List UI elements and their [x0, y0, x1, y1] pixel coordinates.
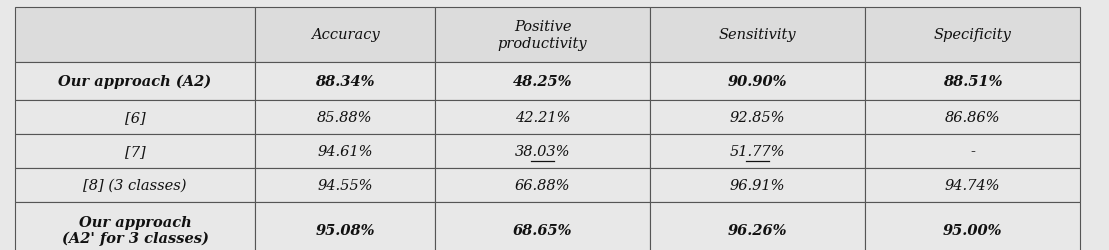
Bar	[865, 8, 1080, 63]
Text: 94.61%: 94.61%	[317, 144, 373, 158]
Text: 88.51%: 88.51%	[943, 75, 1003, 89]
Text: 88.34%: 88.34%	[315, 75, 375, 89]
Text: Accuracy: Accuracy	[311, 28, 379, 42]
Text: Positive
productivity: Positive productivity	[498, 20, 588, 50]
Text: [7]: [7]	[124, 144, 145, 158]
Text: 85.88%: 85.88%	[317, 110, 373, 124]
Bar	[16, 100, 255, 134]
Text: Specificity: Specificity	[934, 28, 1011, 42]
Text: 42.21%: 42.21%	[515, 110, 570, 124]
Text: [8] (3 classes): [8] (3 classes)	[83, 178, 186, 192]
Text: 86.86%: 86.86%	[945, 110, 1000, 124]
Text: 90.90%: 90.90%	[728, 75, 787, 89]
Bar	[16, 134, 255, 168]
Bar	[865, 202, 1080, 250]
Bar	[255, 63, 435, 100]
Text: 94.55%: 94.55%	[317, 178, 373, 192]
Bar	[650, 63, 865, 100]
Bar	[16, 8, 255, 63]
Text: 95.00%: 95.00%	[943, 223, 1003, 237]
Bar	[255, 8, 435, 63]
Text: Sensitivity: Sensitivity	[719, 28, 796, 42]
Text: 95.08%: 95.08%	[315, 223, 375, 237]
Text: 96.91%: 96.91%	[730, 178, 785, 192]
Bar	[435, 63, 650, 100]
Text: 51.77%: 51.77%	[730, 144, 785, 158]
Bar	[865, 100, 1080, 134]
Bar	[650, 202, 865, 250]
Bar	[435, 168, 650, 202]
Bar	[435, 8, 650, 63]
Bar	[16, 168, 255, 202]
Text: Our approach
(A2' for 3 classes): Our approach (A2' for 3 classes)	[62, 215, 208, 245]
Text: Our approach (A2): Our approach (A2)	[59, 74, 212, 89]
Bar	[16, 202, 255, 250]
Bar	[650, 168, 865, 202]
Bar	[255, 134, 435, 168]
Text: 94.74%: 94.74%	[945, 178, 1000, 192]
Text: 66.88%: 66.88%	[515, 178, 570, 192]
Text: 38.03%: 38.03%	[515, 144, 570, 158]
Text: 92.85%: 92.85%	[730, 110, 785, 124]
Text: 96.26%: 96.26%	[728, 223, 787, 237]
Text: [6]: [6]	[124, 110, 145, 124]
Text: -: -	[970, 144, 975, 158]
Bar	[650, 8, 865, 63]
Bar	[255, 100, 435, 134]
Bar	[865, 168, 1080, 202]
Bar	[255, 168, 435, 202]
Bar	[16, 63, 255, 100]
Text: 48.25%: 48.25%	[512, 75, 572, 89]
Bar	[255, 202, 435, 250]
Bar	[650, 134, 865, 168]
Bar	[865, 63, 1080, 100]
Bar	[435, 100, 650, 134]
Text: 68.65%: 68.65%	[512, 223, 572, 237]
Bar	[435, 202, 650, 250]
Bar	[865, 134, 1080, 168]
Bar	[435, 134, 650, 168]
Bar	[650, 100, 865, 134]
